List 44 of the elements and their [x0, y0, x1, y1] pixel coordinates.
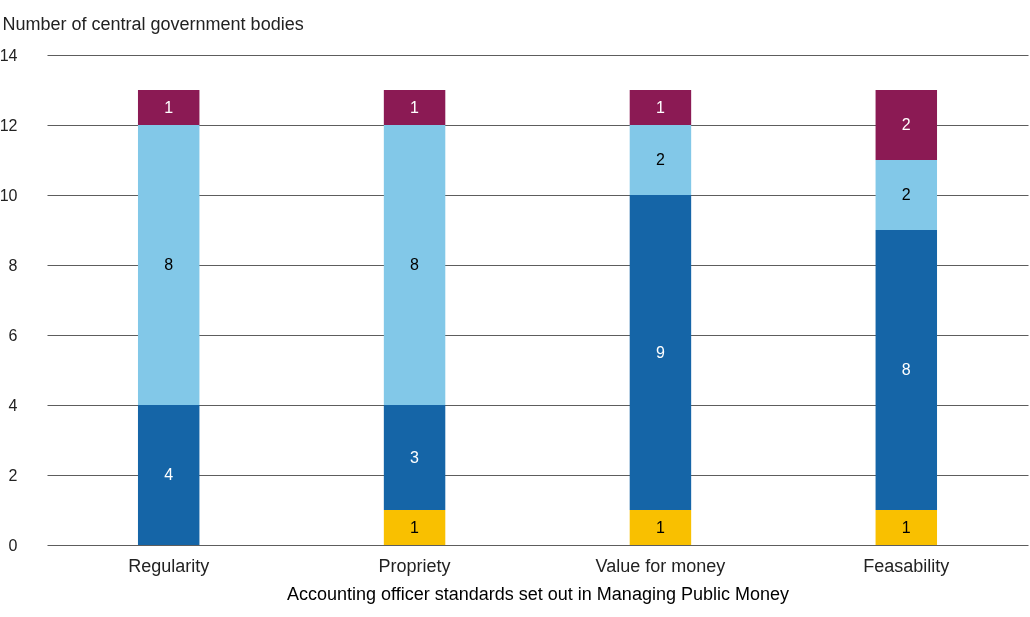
- x-tick-label: Value for money: [595, 555, 726, 576]
- bar: [875, 510, 938, 545]
- data-label: 8: [901, 361, 911, 378]
- data-label: 2: [901, 116, 911, 133]
- bar: [629, 195, 692, 510]
- data-label: 1: [410, 98, 420, 116]
- data-label: 8: [410, 256, 420, 273]
- data-label: 1: [901, 518, 911, 536]
- y-tick-label: 12: [0, 116, 18, 134]
- bar: [875, 160, 938, 230]
- bar: [875, 230, 938, 510]
- data-label: 1: [655, 98, 665, 116]
- y-tick-label: 6: [8, 326, 18, 344]
- x-tick-label: Feasability: [863, 555, 950, 576]
- data-label: 4: [164, 466, 174, 483]
- bar: [629, 510, 692, 545]
- y-tick-label: 10: [0, 186, 18, 204]
- y-tick-label: 8: [8, 256, 18, 274]
- data-label: 1: [410, 518, 420, 536]
- bar: [629, 90, 692, 125]
- bar: [875, 90, 938, 160]
- y-tick-label: 14: [0, 46, 18, 64]
- bar: [137, 405, 200, 545]
- y-tick-label: 4: [8, 396, 18, 414]
- data-label: 1: [164, 98, 174, 116]
- x-axis-title: Accounting officer standards set out in Managing Public Money: [287, 583, 789, 604]
- x-tick-label: Regularity: [128, 555, 210, 576]
- data-label: 2: [901, 186, 911, 203]
- bar: [383, 90, 446, 125]
- data-label: 3: [410, 448, 420, 466]
- bar: [137, 90, 200, 125]
- bar: [383, 405, 446, 510]
- bar: [629, 125, 692, 195]
- data-label: 2: [655, 151, 665, 168]
- bar: [137, 125, 200, 405]
- bar: [383, 510, 446, 545]
- y-tick-label: 0: [8, 536, 18, 554]
- data-label: 9: [655, 343, 665, 361]
- y-axis-title: Number of central government bodies: [2, 13, 304, 34]
- y-tick-label: 2: [8, 466, 18, 484]
- bar: [383, 125, 446, 405]
- x-tick-label: Propriety: [378, 555, 451, 576]
- data-label: 1: [655, 518, 665, 536]
- data-label: 8: [164, 256, 174, 273]
